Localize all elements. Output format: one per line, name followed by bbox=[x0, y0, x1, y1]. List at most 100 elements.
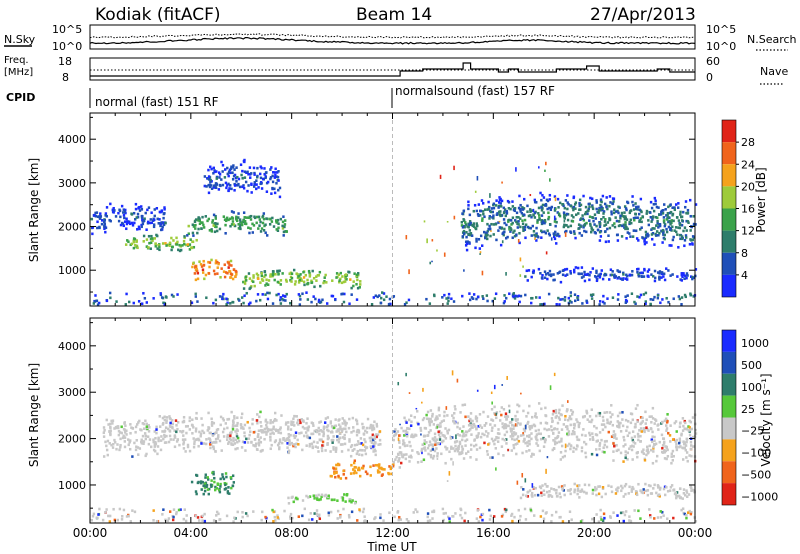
scatter-cell bbox=[301, 292, 304, 296]
scatter-cell bbox=[214, 261, 218, 265]
scatter-cell bbox=[652, 447, 655, 450]
scatter-cell bbox=[576, 492, 579, 496]
scatter-cell bbox=[577, 425, 581, 429]
scatter-cell bbox=[403, 434, 406, 437]
scatter-cell bbox=[221, 475, 225, 479]
scatter-cell bbox=[580, 433, 584, 437]
scatter-cell bbox=[512, 431, 516, 434]
scatter-cell bbox=[616, 233, 619, 237]
scatter-cell bbox=[171, 425, 174, 429]
scatter-cell bbox=[533, 514, 536, 517]
date-title: 27/Apr/2013 bbox=[590, 5, 696, 25]
scatter-cell bbox=[487, 207, 490, 211]
scatter-cell bbox=[661, 298, 664, 301]
scatter-cell bbox=[317, 298, 321, 302]
scatter-cell bbox=[236, 175, 239, 179]
scatter-cell bbox=[121, 515, 124, 518]
scatter-cell bbox=[269, 275, 272, 278]
scatter-cell bbox=[630, 448, 634, 452]
scatter-cell bbox=[317, 498, 321, 502]
scatter-cell bbox=[98, 225, 101, 229]
scatter-cell bbox=[520, 211, 524, 215]
scatter-cell bbox=[259, 176, 263, 180]
scatter-cell bbox=[686, 208, 690, 212]
scatter-cell bbox=[403, 303, 407, 306]
scatter-cell bbox=[676, 216, 679, 219]
scatter-cell bbox=[665, 445, 669, 449]
scatter-cell bbox=[461, 447, 465, 451]
scatter-cell bbox=[137, 225, 141, 229]
scatter-cell bbox=[572, 446, 576, 450]
scatter-cell bbox=[225, 216, 229, 220]
scatter-cell bbox=[194, 227, 197, 230]
scatter-cell bbox=[691, 238, 695, 242]
scatter-cell bbox=[572, 195, 576, 199]
scatter-cell bbox=[647, 234, 650, 237]
scatter-cell bbox=[332, 467, 336, 470]
scatter-cell bbox=[577, 266, 580, 270]
scatter-cell bbox=[343, 433, 346, 437]
scatter-cell bbox=[583, 279, 587, 283]
scatter-cell bbox=[459, 507, 462, 511]
scatter-streak bbox=[534, 237, 536, 240]
scatter-cell bbox=[204, 273, 208, 277]
scatter-cell bbox=[255, 272, 259, 276]
scatter-cell bbox=[557, 206, 560, 209]
scatter-cell bbox=[464, 221, 467, 224]
scatter-cell bbox=[563, 217, 567, 220]
scatter-cell bbox=[90, 518, 93, 522]
scatter-cell bbox=[283, 295, 287, 298]
scatter-cell bbox=[541, 274, 544, 277]
scatter-cell bbox=[426, 446, 430, 450]
scatter-cell bbox=[290, 441, 294, 445]
scatter-cell bbox=[453, 411, 456, 415]
scatter-cell bbox=[345, 430, 348, 434]
scatter-cell bbox=[535, 442, 538, 445]
scatter-cell bbox=[166, 243, 170, 247]
scatter-cell bbox=[192, 234, 195, 237]
scatter-cell bbox=[655, 224, 658, 227]
scatter-cell bbox=[690, 239, 693, 242]
scatter-cell bbox=[281, 297, 284, 301]
scatter-cell bbox=[540, 303, 544, 306]
scatter-cell bbox=[152, 509, 155, 512]
scatter-cell bbox=[146, 208, 149, 212]
scatter-streak bbox=[499, 410, 501, 413]
scatter-cell bbox=[191, 418, 194, 422]
scatter-cell bbox=[339, 515, 342, 518]
scatter-cell bbox=[127, 514, 130, 518]
scatter-cell bbox=[519, 514, 522, 518]
scatter-cell bbox=[265, 282, 268, 285]
scatter-cell bbox=[197, 444, 200, 448]
scatter-cell bbox=[689, 214, 692, 218]
scatter-cell bbox=[569, 417, 573, 421]
scatter-cell bbox=[186, 234, 189, 237]
scatter-cell bbox=[567, 430, 571, 433]
scatter-cell bbox=[650, 228, 653, 231]
scatter-cell bbox=[541, 509, 545, 513]
scatter-cell bbox=[542, 489, 546, 493]
scatter-cell bbox=[298, 431, 301, 435]
scatter-cell bbox=[630, 273, 634, 277]
scatter-cell bbox=[173, 434, 177, 437]
scatter-cell bbox=[225, 297, 228, 301]
scatter-cell bbox=[486, 453, 490, 456]
scatter-cell bbox=[463, 403, 467, 407]
scatter-cell bbox=[678, 223, 682, 227]
scatter-cell bbox=[482, 230, 486, 234]
scatter-cell bbox=[372, 427, 376, 431]
scatter-cell bbox=[431, 517, 434, 520]
scatter-cell bbox=[659, 486, 662, 490]
scatter-streak bbox=[476, 175, 479, 181]
scatter-cell bbox=[359, 448, 362, 452]
scatter-cell bbox=[466, 240, 469, 243]
scatter-cell bbox=[422, 447, 426, 450]
scatter-cell bbox=[276, 171, 279, 174]
scatter-cell bbox=[536, 221, 539, 224]
scatter-cell bbox=[320, 449, 324, 453]
scatter-cell bbox=[682, 424, 685, 428]
scatter-cell bbox=[500, 406, 503, 409]
scatter-cell bbox=[481, 518, 484, 522]
scatter-cell bbox=[212, 171, 215, 175]
scatter-cell bbox=[277, 222, 280, 226]
